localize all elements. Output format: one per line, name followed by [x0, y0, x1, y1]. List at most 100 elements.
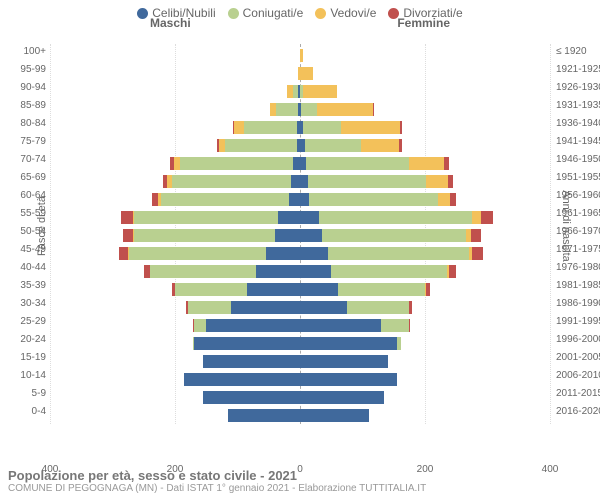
bar-seg-m	[172, 283, 175, 296]
bar-seg-f	[338, 283, 426, 296]
bar-seg-f	[300, 391, 384, 404]
bar-seg-m	[293, 85, 298, 98]
bar-seg-f	[481, 211, 492, 224]
bar-seg-m	[188, 301, 232, 314]
year-label: 1946-1950	[556, 154, 600, 165]
bar-seg-f	[300, 229, 322, 242]
year-label: 1951-1955	[556, 172, 600, 183]
age-label: 95-99	[0, 64, 46, 75]
pyramid-chart: Maschi Femmine Fasce di età Anni di nasc…	[50, 30, 550, 450]
age-label: 30-34	[0, 298, 46, 309]
bar-seg-m	[175, 283, 247, 296]
bar-seg-m	[144, 265, 150, 278]
year-label: 1966-1970	[556, 226, 600, 237]
year-label: 2001-2005	[556, 352, 600, 363]
bar-seg-f	[303, 121, 341, 134]
bar-seg-f	[300, 67, 313, 80]
bar-seg-m	[150, 265, 256, 278]
bar-seg-m	[167, 175, 172, 188]
year-label: 1956-1960	[556, 190, 600, 201]
year-label: 2016-2020	[556, 406, 600, 417]
bar-seg-m	[293, 157, 301, 170]
bar-seg-f	[300, 355, 388, 368]
year-label: ≤ 1920	[556, 46, 600, 57]
age-label: 15-19	[0, 352, 46, 363]
bar-seg-m	[228, 409, 300, 422]
bar-seg-m	[186, 301, 188, 314]
year-label: 1941-1945	[556, 136, 600, 147]
age-label: 20-24	[0, 334, 46, 345]
bar-seg-f	[300, 301, 347, 314]
bar-seg-f	[438, 193, 451, 206]
bar-seg-m	[203, 355, 300, 368]
bar-seg-f	[306, 157, 409, 170]
year-label: 1971-1975	[556, 244, 600, 255]
age-label: 45-49	[0, 244, 46, 255]
bar-seg-f	[317, 103, 373, 116]
bar-seg-m	[256, 265, 300, 278]
bar-seg-m	[266, 247, 300, 260]
bar-seg-f	[322, 229, 466, 242]
bar-seg-m	[119, 247, 128, 260]
bar-seg-f	[331, 265, 447, 278]
bar-seg-m	[123, 229, 133, 242]
bar-seg-f	[449, 265, 457, 278]
bar-seg-m	[194, 337, 300, 350]
bar-seg-f	[448, 175, 453, 188]
age-label: 80-84	[0, 118, 46, 129]
bar-seg-f	[300, 319, 381, 332]
bar-seg-m	[128, 247, 266, 260]
age-label: 40-44	[0, 262, 46, 273]
bar-seg-f	[381, 319, 409, 332]
bar-seg-f	[305, 139, 361, 152]
bar-seg-m	[193, 319, 194, 332]
bar-seg-m	[219, 139, 225, 152]
year-label: 1931-1935	[556, 100, 600, 111]
bar-seg-m	[231, 301, 300, 314]
bar-seg-m	[287, 85, 293, 98]
bar-seg-f	[300, 265, 331, 278]
year-label: 2011-2015	[556, 388, 600, 399]
bar-seg-m	[234, 121, 243, 134]
legend-item: Vedovi/e	[315, 6, 376, 20]
female-header: Femmine	[397, 16, 450, 30]
year-label: 1981-1985	[556, 280, 600, 291]
bar-seg-f	[426, 283, 430, 296]
bar-seg-f	[319, 211, 472, 224]
bar-seg-f	[300, 193, 309, 206]
bar-seg-f	[450, 193, 456, 206]
bar-seg-f	[409, 319, 410, 332]
bar-seg-f	[472, 247, 483, 260]
year-label: 1996-2000	[556, 334, 600, 345]
year-label: 1926-1930	[556, 82, 600, 93]
bar-seg-m	[275, 229, 300, 242]
bar-seg-f	[300, 409, 369, 422]
bar-seg-m	[193, 337, 194, 350]
bar-seg-m	[128, 247, 129, 260]
bar-seg-m	[225, 139, 297, 152]
age-label: 90-94	[0, 82, 46, 93]
age-label: 75-79	[0, 136, 46, 147]
bar-seg-f	[308, 175, 427, 188]
bar-seg-m	[163, 175, 167, 188]
bar-seg-f	[300, 211, 319, 224]
bar-seg-m	[217, 139, 219, 152]
bar-seg-m	[133, 211, 135, 224]
bar-seg-f	[361, 139, 399, 152]
bar-seg-m	[180, 157, 293, 170]
bar-seg-m	[270, 103, 276, 116]
bar-seg-f	[300, 49, 303, 62]
bar-seg-m	[289, 193, 300, 206]
bar-seg-f	[409, 301, 412, 314]
bar-seg-m	[134, 229, 275, 242]
bar-seg-m	[203, 391, 300, 404]
bar-seg-m	[121, 211, 132, 224]
year-label: 1936-1940	[556, 118, 600, 129]
bar-seg-f	[300, 337, 397, 350]
age-label: 60-64	[0, 190, 46, 201]
bar-seg-m	[278, 211, 300, 224]
bar-seg-f	[409, 157, 443, 170]
bar-seg-f	[300, 373, 397, 386]
male-header: Maschi	[150, 16, 191, 30]
bar-seg-m	[291, 175, 300, 188]
